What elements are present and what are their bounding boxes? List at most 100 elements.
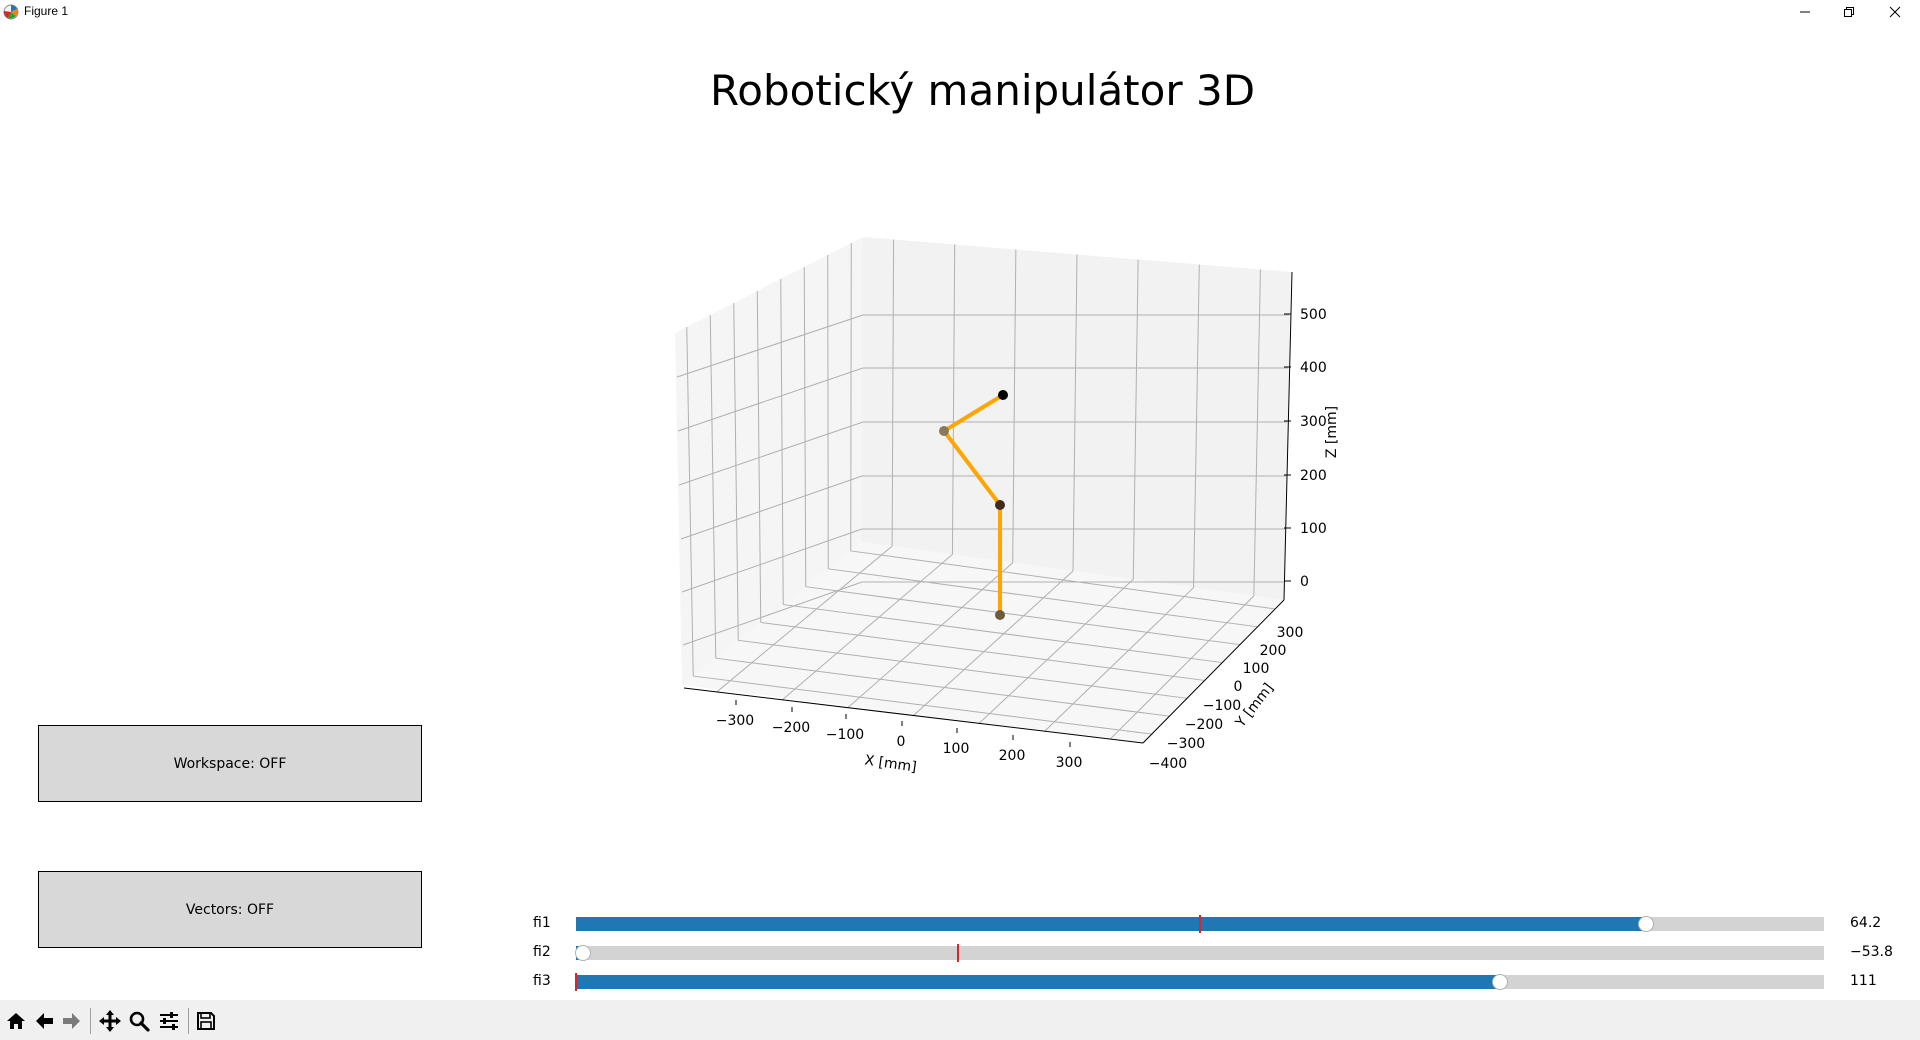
arm-links: [942, 393, 1005, 615]
z-tick-label: 400: [1300, 360, 1327, 376]
slider-fill: [576, 917, 1646, 931]
grid-line: [847, 562, 1014, 709]
y-tick-label: 200: [1260, 643, 1287, 659]
y-tick-label: −100: [1203, 698, 1241, 714]
figure-title: Robotický manipulátor 3D: [709, 66, 1256, 115]
slider-initial-marker: [1199, 915, 1201, 933]
slider-label: fi1: [533, 915, 551, 931]
workspace-toggle-button[interactable]: Workspace: OFF: [38, 725, 422, 802]
z-tick-label: 200: [1300, 468, 1327, 484]
zoom-icon[interactable]: [125, 1007, 153, 1035]
grid-line: [850, 550, 1276, 610]
arm-joint: [995, 610, 1005, 620]
slider-track[interactable]: [575, 973, 1824, 991]
save-icon[interactable]: [192, 1007, 220, 1035]
slider-initial-marker: [575, 973, 577, 991]
grid-line: [1193, 264, 1200, 588]
y-tick-label: 300: [1277, 625, 1304, 641]
grid-line: [738, 639, 1188, 699]
x-tick-label: 100: [943, 741, 970, 757]
pan-icon[interactable]: [96, 1007, 124, 1035]
grid-line: [891, 239, 895, 547]
x-tick-label: 0: [897, 734, 906, 750]
navigation-toolbar: [0, 1000, 1920, 1040]
close-icon[interactable]: [1872, 0, 1918, 24]
z-tick-label: 100: [1300, 521, 1327, 537]
forward-icon[interactable]: [58, 1007, 86, 1035]
slider-handle[interactable]: [575, 945, 592, 961]
y-tick-label: −200: [1185, 717, 1223, 733]
grid-line: [783, 604, 1223, 664]
back-pane: [862, 237, 1291, 600]
grid-line: [681, 528, 863, 593]
minimize-icon[interactable]: [1782, 0, 1828, 24]
grid-line: [1253, 269, 1261, 596]
arm-joint: [998, 390, 1008, 400]
grid-line: [733, 302, 739, 641]
slider-value: −53.8: [1850, 944, 1893, 960]
grid-line: [913, 570, 1074, 716]
axis-lines: [683, 271, 1293, 744]
grid-line: [1072, 254, 1078, 572]
z-tick-label: 0: [1300, 574, 1309, 590]
x-tick-label: −300: [716, 713, 754, 729]
arm-joint: [939, 426, 949, 436]
z-tick-label: 300: [1300, 414, 1327, 430]
slider-handle[interactable]: [1491, 974, 1508, 990]
toolbar-separator: [90, 1008, 91, 1034]
grid-line: [1012, 249, 1017, 563]
grid-line: [1109, 595, 1255, 740]
x-tick-label: −200: [772, 720, 810, 736]
grid-line: [782, 554, 953, 701]
y-axis-line: [1142, 599, 1285, 744]
y-tick-label: 100: [1243, 661, 1270, 677]
y-tick-label: −300: [1167, 736, 1205, 752]
grid-line: [828, 568, 1258, 628]
grid-lines: [676, 239, 1289, 740]
matplotlib-logo-icon: [3, 4, 19, 20]
tick-labels: −300 −200 −100 0 100 200 300 −400−300−200−10001…: [716, 307, 1327, 772]
grid-line: [803, 266, 807, 587]
grid-line: [780, 278, 784, 605]
z-axis-label: Z [mm]: [1324, 406, 1340, 458]
grid-line: [678, 421, 864, 486]
grid-line: [680, 475, 863, 540]
grid-line: [693, 675, 1152, 735]
grid-line: [951, 244, 956, 555]
configure-subplots-icon[interactable]: [155, 1007, 183, 1035]
grid-line: [715, 657, 1170, 717]
x-axis-label: X [mm]: [864, 752, 918, 775]
grid-line: [760, 621, 1205, 681]
slider-track[interactable]: [575, 944, 1824, 962]
restore-icon[interactable]: [1826, 0, 1872, 24]
grid-line: [682, 581, 863, 646]
grid-line: [756, 290, 762, 623]
back-icon[interactable]: [30, 1007, 58, 1035]
x-tick-label: 300: [1056, 755, 1083, 771]
grid-line: [1132, 259, 1139, 580]
y-tick-label: 0: [1234, 679, 1243, 695]
grid-line: [850, 242, 852, 551]
grid-line: [686, 326, 694, 677]
grid-line: [1044, 587, 1194, 732]
vectors-toggle-button[interactable]: Vectors: OFF: [38, 871, 422, 948]
home-icon[interactable]: [2, 1007, 30, 1035]
slider-label: fi3: [533, 973, 551, 989]
slider-fill: [576, 975, 1500, 989]
side-pane: [675, 237, 863, 685]
slider-track[interactable]: [576, 915, 1824, 933]
x-tick-label: −100: [826, 727, 864, 743]
grid-line: [716, 545, 893, 693]
grid-line: [805, 586, 1241, 646]
slider-value: 64.2: [1850, 915, 1882, 931]
y-tick-label: −400: [1149, 756, 1187, 772]
grid-line: [677, 367, 864, 432]
z-axis-line: [1283, 271, 1293, 601]
plot-3d[interactable]: −300 −200 −100 0 100 200 300 −400−300−200−10001…: [0, 0, 1920, 1000]
x-tick-label: 200: [999, 748, 1026, 764]
z-tick-label: 500: [1300, 307, 1327, 323]
slider-handle[interactable]: [1637, 916, 1654, 932]
grid-line: [709, 314, 717, 659]
slider-value: 111: [1850, 973, 1877, 989]
grid-line: [827, 254, 829, 569]
